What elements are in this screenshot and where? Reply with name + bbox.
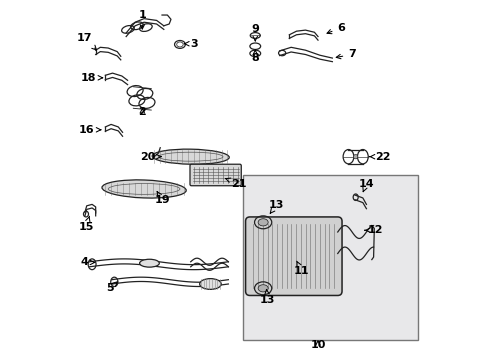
Text: 7: 7 <box>336 49 355 59</box>
Text: 10: 10 <box>310 340 325 350</box>
Text: 4: 4 <box>81 257 95 267</box>
Text: 22: 22 <box>368 152 389 162</box>
FancyBboxPatch shape <box>245 217 341 296</box>
Text: 17: 17 <box>77 33 96 50</box>
Ellipse shape <box>353 154 357 159</box>
Text: 8: 8 <box>251 50 259 63</box>
Text: 2: 2 <box>138 107 146 117</box>
Text: 3: 3 <box>184 39 198 49</box>
Text: 9: 9 <box>251 24 259 41</box>
Text: 21: 21 <box>225 178 246 189</box>
Text: 18: 18 <box>81 73 102 83</box>
Text: 13: 13 <box>268 200 284 213</box>
Ellipse shape <box>102 180 186 198</box>
FancyBboxPatch shape <box>190 164 241 186</box>
Ellipse shape <box>139 259 159 267</box>
Ellipse shape <box>258 219 267 226</box>
Bar <box>242 175 418 339</box>
Ellipse shape <box>199 279 221 289</box>
Text: 15: 15 <box>78 216 94 231</box>
Text: 6: 6 <box>326 23 345 34</box>
Text: 5: 5 <box>106 282 117 293</box>
Text: 11: 11 <box>293 261 309 276</box>
Text: 13: 13 <box>260 289 275 305</box>
Ellipse shape <box>258 285 267 292</box>
Text: 16: 16 <box>79 125 101 135</box>
Text: 1: 1 <box>138 10 146 29</box>
Text: 19: 19 <box>154 192 169 205</box>
Text: 20: 20 <box>140 152 161 162</box>
Text: 14: 14 <box>358 179 373 192</box>
Ellipse shape <box>152 149 229 164</box>
Text: 12: 12 <box>364 225 383 235</box>
